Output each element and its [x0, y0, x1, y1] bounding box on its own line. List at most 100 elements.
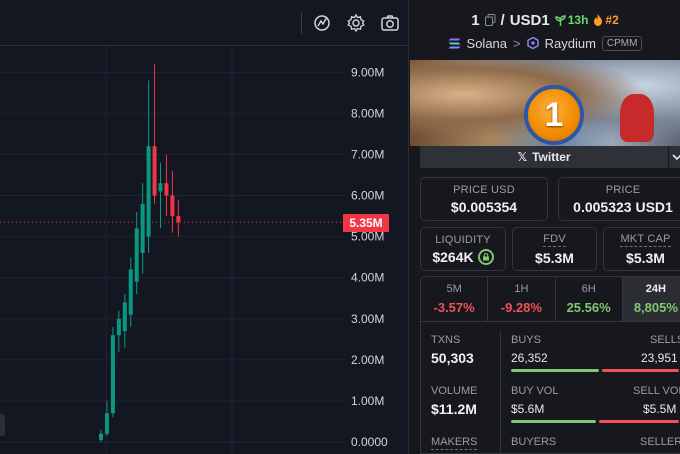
chevron-down-icon — [672, 154, 680, 160]
screenshot-button[interactable] — [379, 12, 401, 34]
tab-1h[interactable]: 1H -9.28% — [488, 277, 556, 321]
candle-body — [116, 318, 121, 336]
buy-vol-label: BUY VOL — [511, 385, 559, 397]
dex-name[interactable]: Raydium — [544, 35, 596, 51]
buy-vol-ratio-bar — [511, 420, 596, 423]
market-cap-card: MKT CAP $5.3M — [603, 227, 680, 271]
drawing-toolbar-handle[interactable] — [0, 414, 5, 436]
socials-more-button[interactable] — [669, 146, 680, 168]
pair-header: 1 / USD1 13h #2 — [409, 10, 680, 30]
candle-body — [176, 216, 181, 223]
copy-icon[interactable] — [484, 14, 496, 26]
makers-label[interactable]: MAKERS — [431, 436, 478, 450]
quote-symbol: USD1 — [509, 11, 550, 29]
tab-6h[interactable]: 6H 25.56% — [556, 277, 623, 321]
buy-vol-value: $5.6M — [511, 402, 545, 416]
twitter-label: Twitter — [532, 150, 571, 164]
lock-icon[interactable] — [477, 248, 494, 265]
camera-icon — [381, 15, 399, 31]
candle-body — [122, 302, 127, 332]
liquidity-value-row: $264K — [432, 248, 494, 265]
candle-body — [99, 433, 103, 440]
pair-slash: / — [500, 11, 505, 29]
candle-body — [128, 269, 133, 315]
chain-name[interactable]: Solana — [466, 35, 508, 51]
tab-6h-change: 25.56% — [566, 300, 611, 315]
txns-value: 50,303 — [431, 350, 474, 366]
liquidity-card: LIQUIDITY $264K — [420, 227, 506, 271]
tab-5m-change: -3.57% — [433, 300, 475, 315]
price-axis-label: 5.00M — [351, 230, 384, 244]
sell-vol-ratio-bar — [599, 420, 679, 423]
price-usd-card: PRICE USD $0.005354 — [420, 177, 548, 221]
trending-rank-value: #2 — [605, 13, 619, 27]
timeframe-tabs: 5M -3.57% 1H -9.28% 6H 25.56% 24H 8,805% — [420, 276, 680, 322]
tab-24h-change: 8,805% — [633, 300, 678, 315]
candle-body — [164, 183, 169, 196]
trending-rank: #2 — [593, 13, 619, 27]
price-axis-label: 7.00M — [351, 147, 384, 161]
tab-5m-label: 5M — [446, 283, 462, 295]
tab-24h[interactable]: 24H 8,805% — [622, 277, 680, 321]
volume-label: VOLUME — [431, 385, 478, 397]
raydium-icon — [526, 37, 539, 49]
buys-value: 26,352 — [511, 351, 548, 365]
liquidity-label: LIQUIDITY — [435, 233, 491, 246]
price-axis-label: 2.00M — [351, 353, 384, 367]
candle-body — [134, 228, 139, 282]
price-axis-label: 4.00M — [351, 271, 384, 285]
twitter-button[interactable]: 𝕏 Twitter — [420, 146, 668, 168]
buyers-label: BUYERS — [511, 436, 557, 448]
sprout-icon — [555, 14, 566, 26]
price-axis-label: 1.00M — [351, 394, 384, 408]
sells-ratio-bar — [602, 369, 679, 372]
candle-body — [170, 195, 175, 217]
indicator-button[interactable] — [311, 12, 333, 34]
flame-icon — [594, 14, 603, 26]
pool-type-badge: CPMM — [601, 35, 643, 51]
settings-button[interactable] — [345, 12, 367, 34]
pair-info-panel: 1 / USD1 13h #2 Solana > Raydium CPMM 1 — [408, 0, 680, 454]
price-usd-label: PRICE USD — [453, 183, 515, 196]
chevron-right-icon: > — [513, 35, 521, 51]
price-usd-value: $0.005354 — [450, 198, 518, 215]
price-axis-label: 6.00M — [351, 189, 384, 203]
banner-coin-logo: 1 — [524, 85, 584, 145]
buys-ratio-bar — [511, 369, 599, 372]
candle-body — [104, 413, 109, 434]
trade-stats: TXNS 50,303 BUYS 26,352 SELLS 23,951 VOL… — [420, 322, 680, 454]
sell-vol-value: $5.5M — [643, 402, 677, 416]
token-banner-image: 1 — [410, 60, 680, 146]
tab-1h-label: 1H — [514, 283, 529, 295]
sells-value: 23,951 — [641, 351, 678, 365]
stats-divider — [500, 332, 501, 454]
fdv-card: FDV $5.3M — [512, 227, 597, 271]
tab-6h-label: 6H — [581, 283, 596, 295]
sells-label: SELLS — [650, 334, 680, 346]
indicator-icon — [314, 15, 330, 31]
x-icon: 𝕏 — [517, 150, 528, 164]
candle-body — [146, 146, 151, 237]
candle-body — [110, 335, 115, 414]
buys-label: BUYS — [511, 334, 541, 346]
pair-age: 13h — [555, 13, 589, 27]
txns-label: TXNS — [431, 334, 461, 346]
pair-age-value: 13h — [567, 13, 589, 27]
price-chart[interactable]: 9.00M 8.00M 7.00M 6.00M 5.00M 4.00M 3.00M 2.00M… — [0, 46, 408, 454]
tab-24h-label: 24H — [645, 283, 666, 295]
volume-value: $11.2M — [431, 401, 477, 417]
market-cap-label[interactable]: MKT CAP — [620, 232, 671, 247]
price-axis-label: 0.0000 — [351, 435, 388, 449]
banner-figure — [620, 94, 654, 142]
settings-icon — [347, 13, 365, 33]
candle-body — [158, 183, 163, 192]
tab-5m[interactable]: 5M -3.57% — [421, 277, 489, 321]
fdv-label[interactable]: FDV — [543, 232, 566, 247]
sellers-label: SELLERS — [640, 436, 680, 448]
price-axis-label: 8.00M — [351, 106, 384, 120]
chart-toolbar — [0, 0, 408, 46]
candle-body — [152, 146, 157, 196]
price-native-card: PRICE 0.005323 USD1 — [558, 177, 680, 221]
market-cap-value: $5.3M — [626, 249, 665, 266]
